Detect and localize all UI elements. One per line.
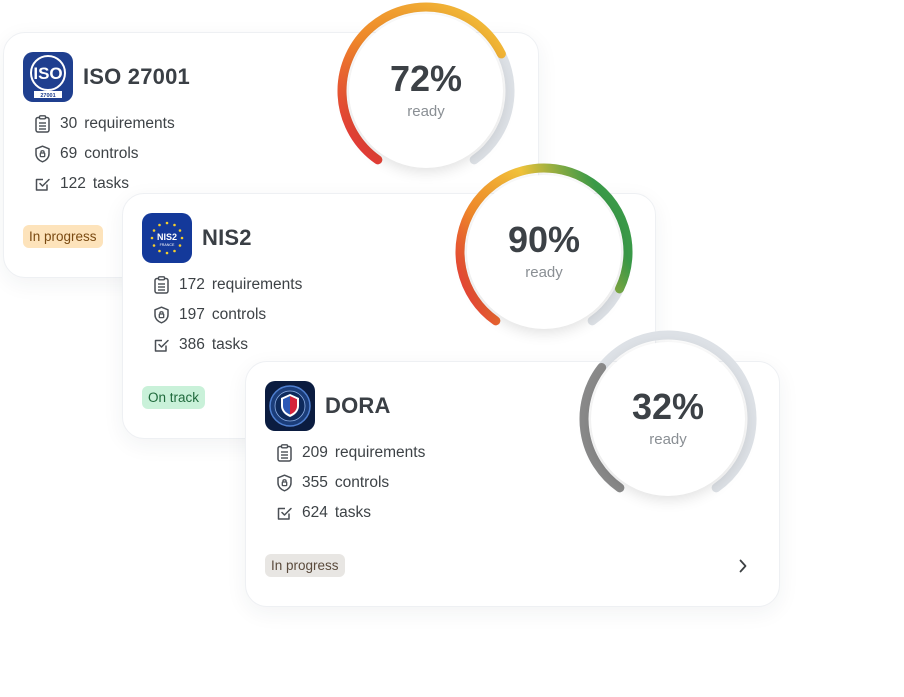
gauge-arc [455, 163, 633, 326]
card-title: ISO 27001 [83, 64, 190, 89]
checkbox-icon [276, 504, 293, 522]
status-badge: On track [142, 386, 206, 409]
status-badge: In progress [23, 225, 103, 248]
gauge-face [349, 14, 503, 168]
gauge-arc [579, 330, 757, 493]
eu-star [180, 236, 184, 240]
eu-star [173, 223, 176, 227]
eu-star [150, 236, 154, 240]
eu-star [158, 249, 161, 253]
stat-tasks: 624 tasks [276, 504, 371, 522]
stat-requirements: 30 requirements [34, 115, 175, 133]
checkbox-icon [153, 336, 170, 354]
clipboard-icon [153, 276, 170, 294]
card-title: NIS2 [202, 225, 252, 250]
stat-controls: 197 controls [153, 306, 266, 324]
chevron-right-icon[interactable] [738, 559, 748, 578]
eu-star [178, 244, 182, 247]
svg-text:FRANCE: FRANCE [160, 243, 175, 247]
readiness-label: ready [407, 103, 445, 120]
svg-text:27001: 27001 [40, 93, 55, 99]
shield-icon [34, 145, 51, 163]
iso-logo: ISO 27001 [23, 52, 73, 102]
readiness-label: ready [649, 431, 687, 448]
status-badge: In progress [265, 554, 345, 577]
readiness-percent: 72% [389, 58, 463, 99]
svg-text:NIS2: NIS2 [157, 232, 177, 242]
clipboard-icon [276, 444, 293, 462]
clipboard-icon [34, 115, 51, 133]
eu-star [165, 221, 169, 225]
eu-star [173, 249, 176, 253]
stat-controls: 355 controls [276, 474, 389, 492]
eu-star [152, 244, 156, 247]
readiness-percent: 32% [631, 386, 705, 427]
readiness-gauge-iso: 72% ready [335, 0, 517, 182]
checkbox-icon [34, 175, 51, 193]
gauge-face [467, 175, 621, 329]
readiness-label: ready [525, 264, 563, 281]
stat-tasks: 386 tasks [153, 336, 248, 354]
eu-star [178, 229, 182, 232]
gauge-face [591, 342, 745, 496]
stat-requirements: 209 requirements [276, 444, 425, 462]
svg-text:ISO: ISO [33, 64, 62, 83]
shield-icon [276, 474, 293, 492]
eu-star [158, 223, 161, 227]
readiness-percent: 90% [507, 219, 581, 260]
stat-tasks: 122 tasks [34, 175, 129, 193]
gauge-arc [337, 2, 515, 165]
nis2-logo: NIS2 FRANCE [142, 213, 192, 263]
shield-icon [153, 306, 170, 324]
card-title: DORA [325, 393, 391, 418]
stat-controls: 69 controls [34, 145, 139, 163]
readiness-gauge-dora: 32% ready [577, 328, 759, 510]
dora-logo [265, 381, 315, 431]
eu-star [152, 229, 156, 232]
eu-star [165, 251, 169, 255]
stat-requirements: 172 requirements [153, 276, 302, 294]
readiness-gauge-nis2: 90% ready [453, 161, 635, 343]
